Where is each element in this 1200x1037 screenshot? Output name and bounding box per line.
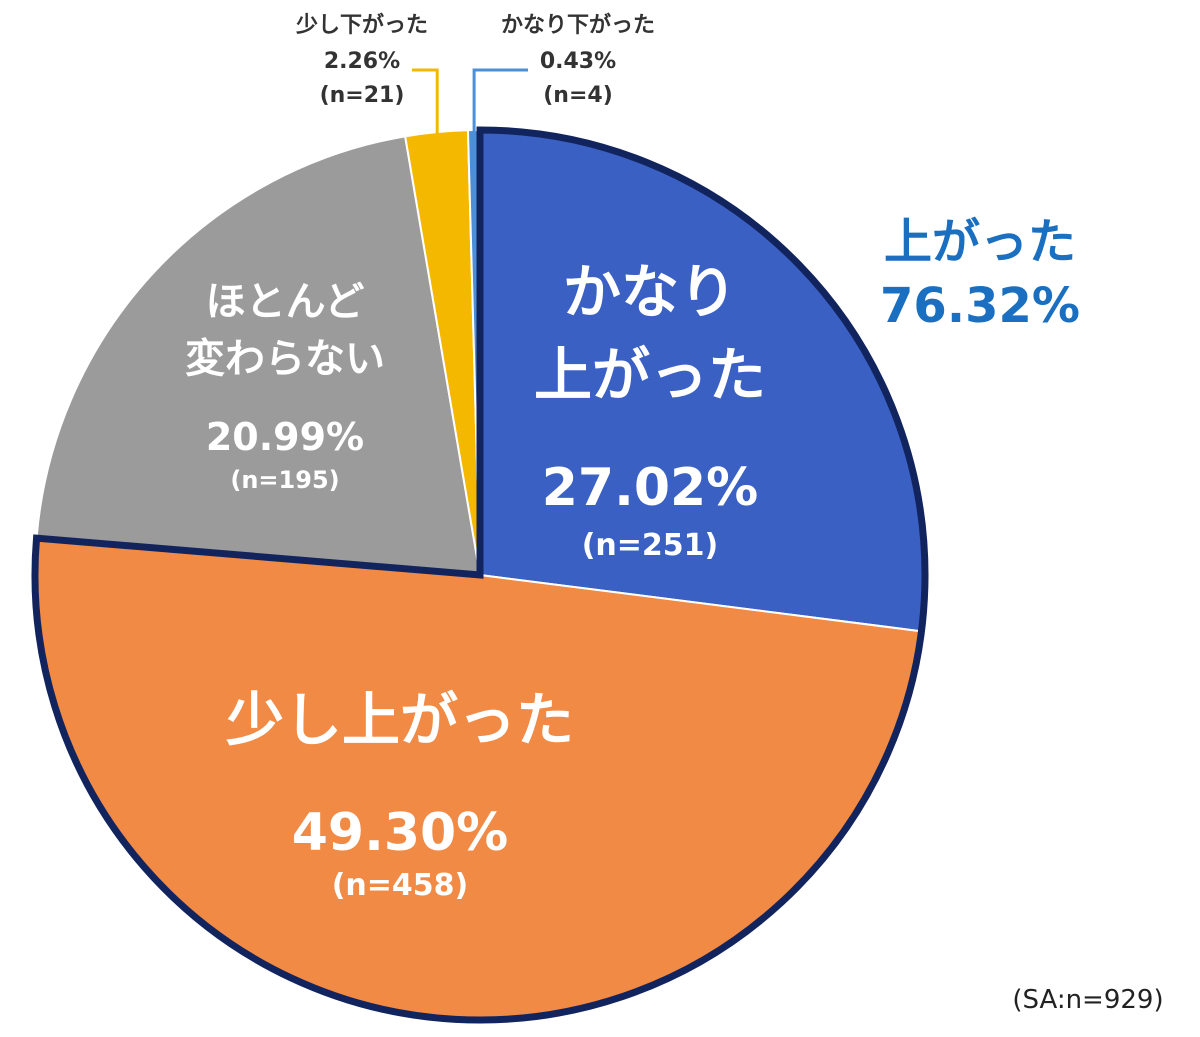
slice-label-line: かなり下がった [501,12,655,38]
group-label-agatta: 上がった 76.32% [880,214,1080,334]
leader-line-s5 [472,68,528,138]
slice-label-sukoshi-sagatta: 少し下がった 2.26% (n=21) [295,12,428,108]
group-label: 上がった [884,214,1076,270]
slice-count-label: (n=4) [543,83,613,108]
slice-label-hotondo: ほとんど 変わらない 20.99% (n=195) [185,279,385,494]
group-outline [31,126,929,1024]
sample-size-footnote: (SA:n=929) [1012,985,1163,1015]
slice-label-line: 少し下がった [295,12,428,38]
slice-count-label: (n=21) [320,83,405,108]
leader-line-s4 [412,68,439,141]
slice-percent-label: 2.26% [324,49,400,74]
pie-slice-s3 [35,135,482,577]
slice-label-line: ほとんど [206,279,365,325]
leader-lines [412,68,528,141]
slice-label-kanari-agatta: かなり 上がった 27.02% (n=251) [534,258,766,563]
slice-label-sukoshi-agatta: 少し上がった 49.30% (n=458) [226,686,574,903]
group-value: 76.32% [880,278,1080,334]
slice-percent-label: 0.43% [540,49,616,74]
slice-label-line: 変わらない [185,336,385,382]
slice-label-line: 上がった [534,341,766,409]
slice-count-label: (n=251) [582,528,719,563]
slice-label-line: 少し上がった [226,686,574,754]
slice-percent-label: 27.02% [542,458,759,518]
slice-count-label: (n=458) [332,868,469,903]
slice-percent-label: 49.30% [292,803,509,863]
group-outline-path [31,126,929,1024]
slice-label-line: かなり [563,258,737,326]
slice-percent-label: 20.99% [206,415,364,459]
slice-label-kanari-sagatta: かなり下がった 0.43% (n=4) [501,12,655,108]
slice-count-label: (n=195) [230,466,339,494]
pie-slices [34,128,926,1021]
